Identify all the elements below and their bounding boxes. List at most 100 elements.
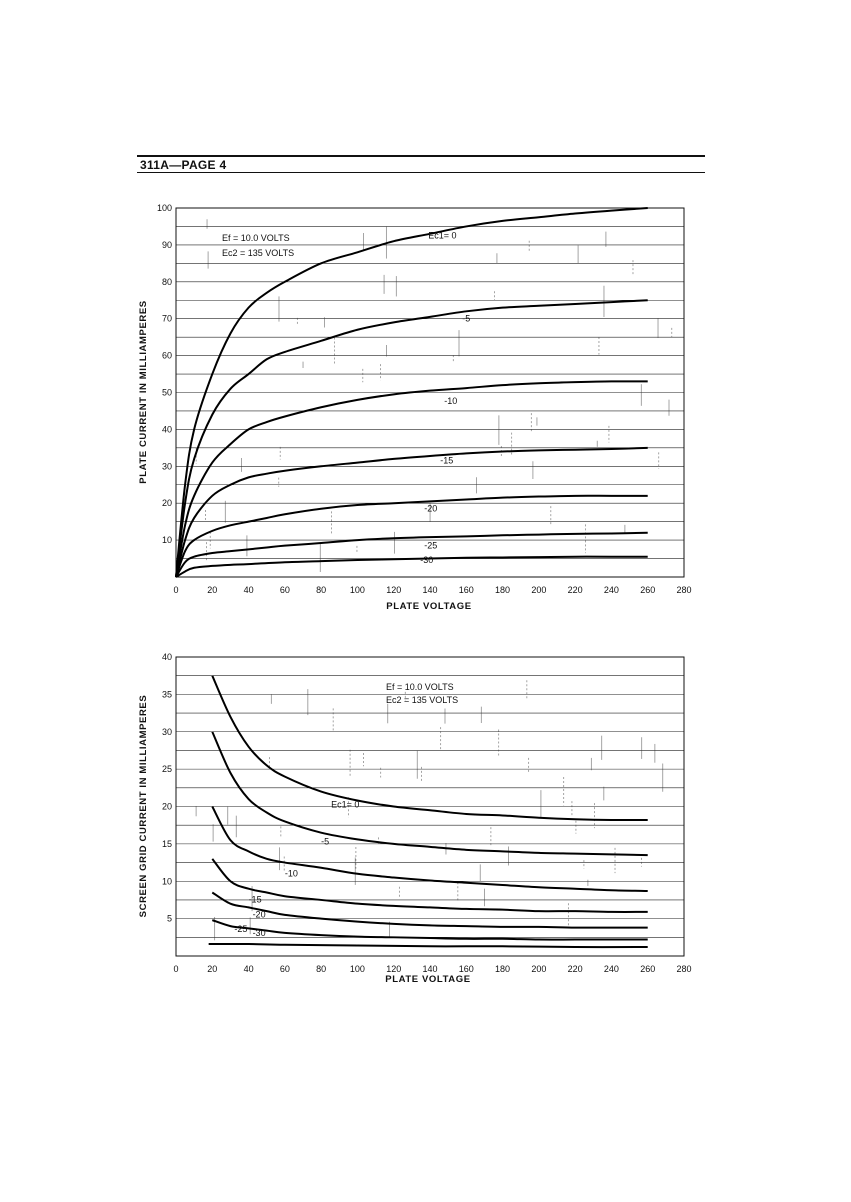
screen-grid-current-x-ticks: 0 20 40 60 80 100 120 140 160 180 200 220 240 260 280 xyxy=(173,964,691,974)
series-label: -25 xyxy=(234,924,247,934)
series-line xyxy=(211,858,648,913)
series-line xyxy=(175,446,648,578)
y-tick-label: 20 xyxy=(162,498,172,508)
series-line xyxy=(175,494,648,578)
y-tick-label: 20 xyxy=(162,802,172,812)
scan-noise-icon xyxy=(195,219,673,573)
y-tick-label: 30 xyxy=(162,461,172,471)
x-tick-label: 240 xyxy=(604,964,619,974)
series-label: -30 xyxy=(420,555,433,565)
y-tick-label: 10 xyxy=(162,535,172,545)
screen-grid-current-x-axis-title: PLATE VOLTAGE xyxy=(385,974,470,985)
x-tick-label: 40 xyxy=(244,964,254,974)
y-tick-label: 100 xyxy=(157,203,172,213)
series-line xyxy=(175,555,648,578)
series-label: -20 xyxy=(253,909,266,919)
y-tick-label: 80 xyxy=(162,277,172,287)
x-tick-label: 260 xyxy=(640,964,655,974)
series-line xyxy=(175,380,648,578)
header-rule-bottom xyxy=(137,172,705,173)
x-tick-label: 100 xyxy=(350,964,365,974)
series-line xyxy=(175,207,648,578)
plate-current-x-ticks: 0 20 40 60 80 100 120 140 160 180 200 220 240 260 280 xyxy=(173,585,691,595)
x-tick-label: 140 xyxy=(422,585,437,595)
x-tick-label: 180 xyxy=(495,585,510,595)
y-tick-label: 30 xyxy=(162,727,172,737)
series-line xyxy=(211,919,648,941)
y-tick-label: 35 xyxy=(162,689,172,699)
y-tick-label: 15 xyxy=(162,839,172,849)
series-line xyxy=(211,806,648,892)
screen-grid-condition-filament: Ef = 10.0 VOLTS xyxy=(386,682,454,692)
x-tick-label: 20 xyxy=(207,964,217,974)
y-tick-label: 90 xyxy=(162,240,172,250)
plate-current-series: Ec1= 0 -5 -10 -15 -20 -25 -30 xyxy=(175,207,648,578)
plate-current-condition-screen: Ec2 = 135 VOLTS xyxy=(222,248,294,258)
x-tick-label: 240 xyxy=(604,585,619,595)
series-label: -15 xyxy=(440,455,453,465)
screen-grid-current-chart: Ec1= 0 -5 -10 -15 -20 -25 -30 0 20 40 60 80 100 120 1… xyxy=(138,652,692,985)
x-tick-label: 140 xyxy=(422,964,437,974)
x-tick-label: 200 xyxy=(531,964,546,974)
x-tick-label: 260 xyxy=(640,585,655,595)
y-tick-label: 40 xyxy=(162,424,172,434)
x-tick-label: 80 xyxy=(316,585,326,595)
plate-current-x-axis-title: PLATE VOLTAGE xyxy=(386,601,471,612)
series-label: -30 xyxy=(253,928,266,938)
plate-current-chart: Ec1= 0 -5 -10 -15 -20 -25 -30 0 20 40 60 80 100 120 1… xyxy=(138,203,692,612)
screen-grid-current-plot-frame xyxy=(175,656,685,957)
plate-current-y-ticks: 10 20 30 40 50 60 70 80 90 100 xyxy=(157,203,172,545)
y-tick-label: 10 xyxy=(162,876,172,886)
x-tick-label: 120 xyxy=(386,585,401,595)
y-tick-label: 60 xyxy=(162,351,172,361)
x-tick-label: 160 xyxy=(459,964,474,974)
x-tick-label: 0 xyxy=(173,964,178,974)
screen-grid-current-y-axis-title: SCREEN GRID CURRENT IN MILLIAMPERES xyxy=(138,695,149,918)
x-tick-label: 60 xyxy=(280,964,290,974)
x-tick-label: 120 xyxy=(386,964,401,974)
screen-grid-current-series: Ec1= 0 -5 -10 -15 -20 -25 -30 xyxy=(208,675,648,949)
y-tick-label: 40 xyxy=(162,652,172,662)
series-label: -10 xyxy=(444,396,457,406)
x-tick-label: 40 xyxy=(244,585,254,595)
series-label: -10 xyxy=(285,869,298,879)
plate-current-condition-filament: Ef = 10.0 VOLTS xyxy=(222,233,290,243)
series-line xyxy=(211,731,648,857)
y-tick-label: 5 xyxy=(167,914,172,924)
series-line xyxy=(211,675,648,822)
x-tick-label: 220 xyxy=(568,964,583,974)
x-tick-label: 220 xyxy=(568,585,583,595)
series-label: -25 xyxy=(424,540,437,550)
series-line xyxy=(175,299,648,578)
x-tick-label: 280 xyxy=(676,585,691,595)
x-tick-label: 100 xyxy=(350,585,365,595)
series-label: Ec1= 0 xyxy=(331,800,359,810)
series-line xyxy=(211,891,648,929)
x-tick-label: 0 xyxy=(173,585,178,595)
page-heading: 311A—PAGE 4 xyxy=(140,158,227,172)
x-tick-label: 280 xyxy=(676,964,691,974)
series-label: -20 xyxy=(424,504,437,514)
series-label: -15 xyxy=(249,895,262,905)
series-label: -5 xyxy=(321,837,329,847)
y-tick-label: 70 xyxy=(162,314,172,324)
x-tick-label: 200 xyxy=(531,585,546,595)
plate-current-grid xyxy=(176,226,684,559)
plate-current-plot-frame xyxy=(175,207,685,578)
header-rule-top xyxy=(137,155,705,157)
series-label: -5 xyxy=(462,313,470,323)
x-tick-label: 60 xyxy=(280,585,290,595)
x-tick-label: 160 xyxy=(459,585,474,595)
series-label: Ec1= 0 xyxy=(428,230,456,240)
y-tick-label: 50 xyxy=(162,388,172,398)
screen-grid-condition-screen: Ec2 = 135 VOLTS xyxy=(386,695,458,705)
x-tick-label: 80 xyxy=(316,964,326,974)
x-tick-label: 20 xyxy=(207,585,217,595)
y-tick-label: 25 xyxy=(162,764,172,774)
plate-current-y-axis-title: PLATE CURRENT IN MILLIAMPERES xyxy=(138,300,149,483)
series-line xyxy=(175,531,648,578)
series-line xyxy=(208,942,648,949)
x-tick-label: 180 xyxy=(495,964,510,974)
screen-grid-current-grid xyxy=(176,675,684,938)
screen-grid-current-y-ticks: 5 10 15 20 25 30 35 40 xyxy=(162,652,172,924)
